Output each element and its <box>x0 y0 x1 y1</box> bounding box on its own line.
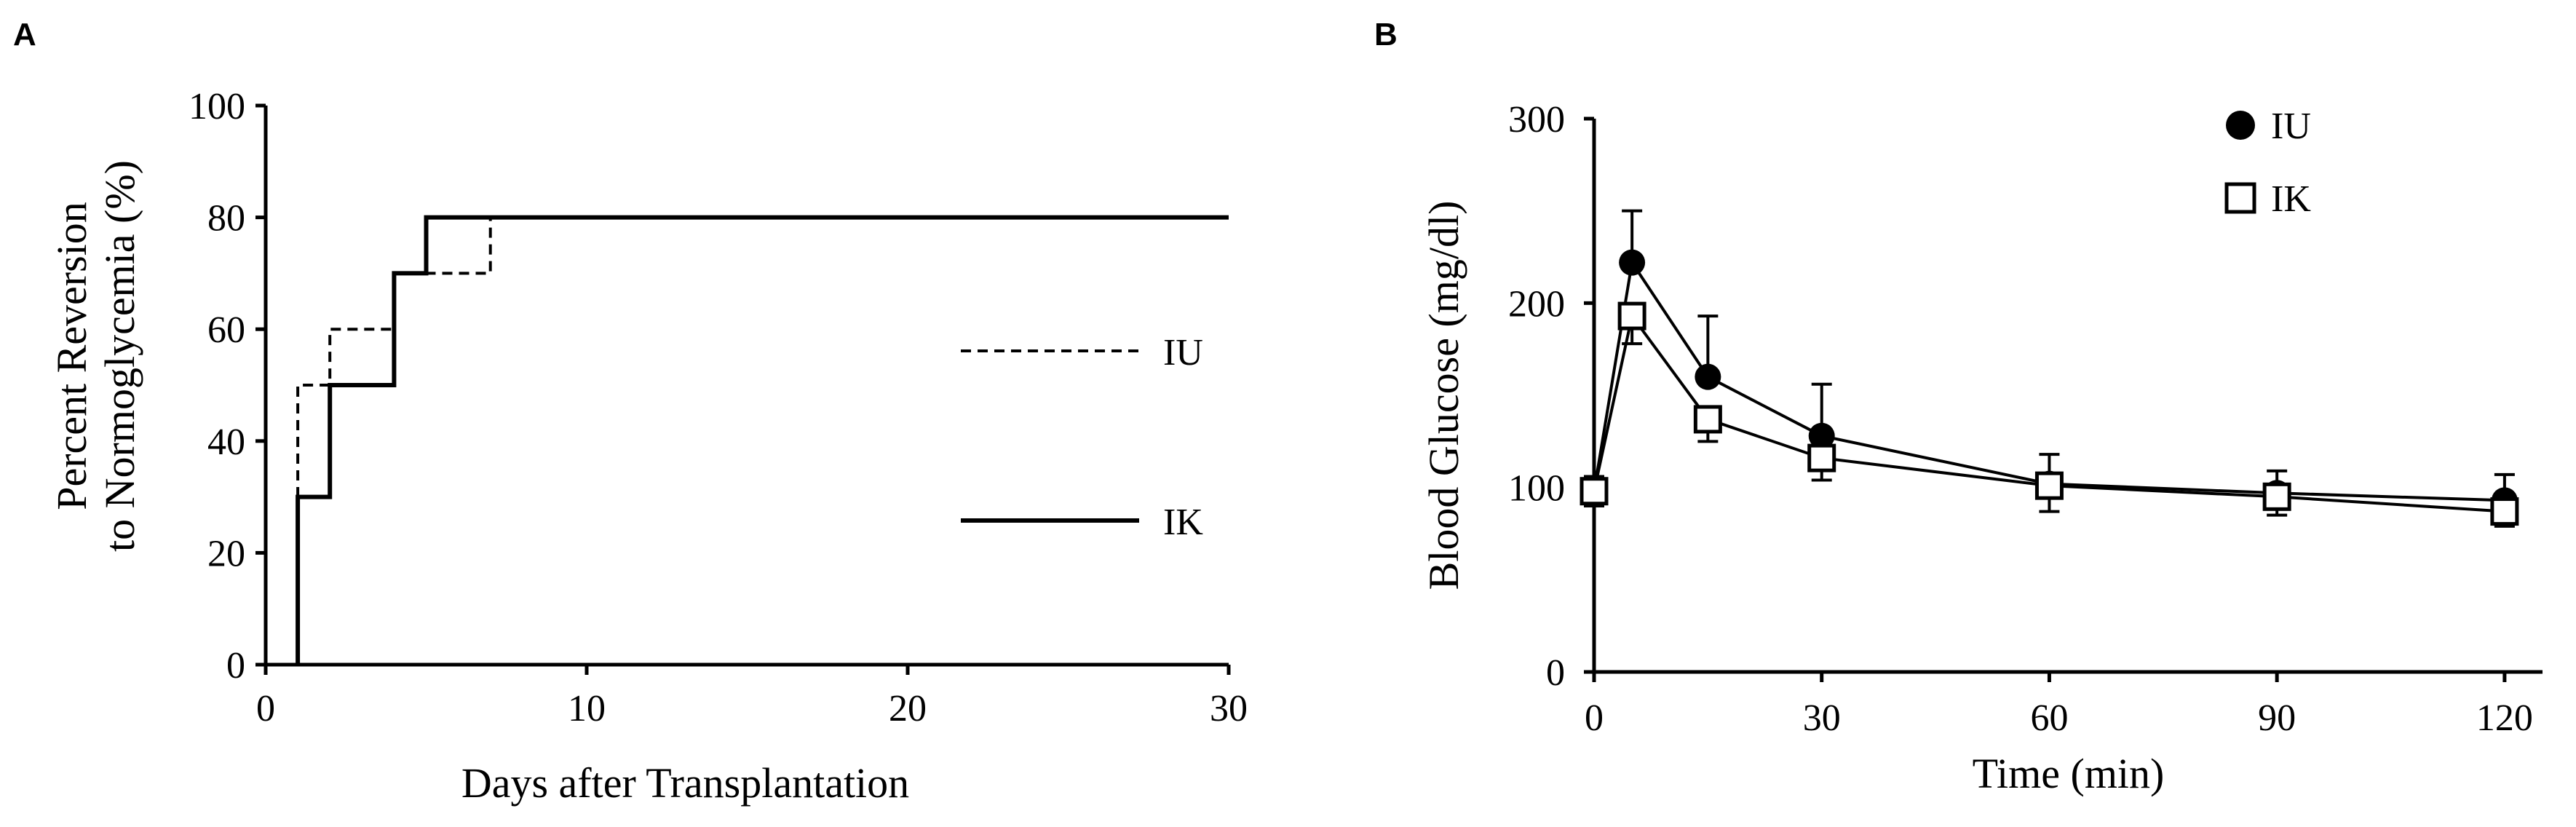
y-tick-label: 300 <box>1508 99 1565 141</box>
y-axis-label-line: Percent Reversion <box>48 202 95 510</box>
x-tick-label: 30 <box>1803 697 1841 739</box>
x-tick-label: 60 <box>2030 697 2068 739</box>
y-axis-label: Blood Glucose (mg/dl) <box>1420 201 1467 590</box>
x-tick-label: 0 <box>256 688 275 729</box>
panel-label-b: B <box>1374 17 1398 52</box>
y-tick-label: 100 <box>1508 468 1565 510</box>
y-tick-label: 80 <box>207 198 245 240</box>
x-tick-label: 10 <box>568 688 606 729</box>
legend-label-iu: IU <box>2271 106 2311 147</box>
y-tick-label: 100 <box>189 86 245 127</box>
x-tick-label: 0 <box>1585 697 1604 739</box>
series-line-iu <box>296 215 1229 665</box>
data-point-iu <box>1808 422 1835 449</box>
y-tick-label: 40 <box>207 422 245 463</box>
data-point-ik <box>1580 477 1609 506</box>
panel-label-a: A <box>13 17 36 52</box>
x-tick-label: 90 <box>2258 697 2296 739</box>
legend-label-ik: IK <box>2271 178 2311 220</box>
y-tick-label: 0 <box>226 645 245 686</box>
data-point-iu <box>1619 249 1646 276</box>
y-axis-label-line: to Normoglycemia (%) <box>96 160 143 552</box>
y-axis-label: Percent Reversionto Normoglycemia (%) <box>48 160 143 552</box>
x-axis-label: Days after Transplantation <box>461 759 909 807</box>
legend-marker-iu <box>2226 111 2255 140</box>
legend-label-iu: IU <box>1163 332 1203 373</box>
y-tick-label: 60 <box>207 309 245 351</box>
x-axis-label: Time (min) <box>1973 750 2165 797</box>
series-line-ik <box>296 215 1229 665</box>
data-point-ik <box>1693 405 1722 434</box>
y-tick-label: 200 <box>1508 283 1565 325</box>
data-point-ik <box>2034 471 2064 500</box>
x-tick-label: 30 <box>1210 688 1248 729</box>
data-point-ik <box>2490 497 2519 526</box>
y-tick-label: 20 <box>207 533 245 574</box>
x-tick-label: 120 <box>2476 697 2533 739</box>
legend-label-ik: IK <box>1163 502 1203 543</box>
data-point-ik <box>1807 443 1836 472</box>
data-point-ik <box>2262 482 2291 511</box>
panel-a-chart: 0 20 40 60 80 100 0 10 20 30 Days after Transplant… <box>48 86 1248 807</box>
x-tick-label: 20 <box>889 688 927 729</box>
legend-marker-ik <box>2224 182 2256 214</box>
y-tick-label: 0 <box>1546 652 1565 694</box>
panel-b-chart: 0 100 200 300 0 30 60 90 120 Time (min) Blood Gluc… <box>1420 99 2543 797</box>
data-point-iu <box>1695 363 1721 390</box>
data-point-ik <box>1617 301 1646 331</box>
